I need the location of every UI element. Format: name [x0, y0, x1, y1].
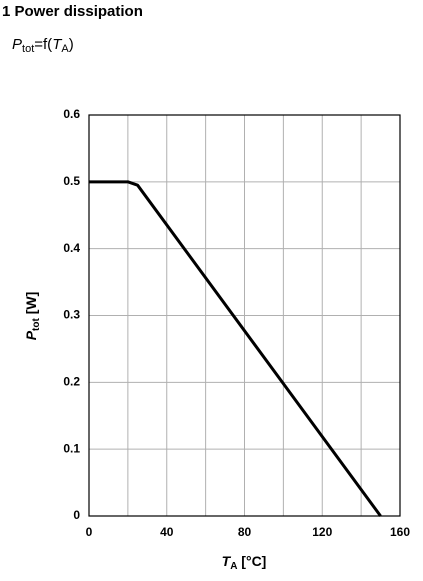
xlab-t: T [222, 553, 232, 569]
ylab-p: P [23, 330, 39, 340]
y-tick-label: 0.6 [63, 107, 80, 121]
ylab-unit: [W] [23, 292, 39, 318]
plot-frame [88, 114, 401, 517]
y-tick-label: 0.2 [63, 375, 80, 389]
y-tick-label: 0.1 [63, 441, 80, 455]
xlab-unit: [°C] [237, 553, 266, 569]
ylab-tot: tot [31, 317, 42, 330]
data-line [89, 180, 382, 517]
chart-subtitle: Ptot=f(TA) [12, 36, 74, 55]
y-tick-label: 0.5 [63, 174, 80, 188]
xlab-a: A [230, 561, 237, 572]
sub-close: ) [69, 36, 74, 53]
y-tick-label: 0.4 [63, 241, 80, 255]
y-axis-label: Ptot [W] [23, 292, 42, 341]
x-tick-label: 120 [312, 525, 332, 539]
y-tick-label: 0.3 [63, 308, 80, 322]
x-axis-label: TA [°C] [222, 553, 267, 572]
sub-a: A [61, 43, 69, 55]
x-tick-label: 40 [160, 525, 174, 539]
sub-eq: =f( [34, 36, 52, 53]
x-tick-label: 80 [238, 525, 252, 539]
y-tick-label: 0 [73, 508, 80, 522]
x-tick-label: 0 [86, 525, 93, 539]
sub-tot: tot [22, 43, 34, 55]
sub-p: P [12, 36, 22, 53]
chart-title: 1 Power dissipation [2, 3, 143, 20]
x-tick-label: 160 [390, 525, 410, 539]
sub-t: T [52, 36, 63, 53]
